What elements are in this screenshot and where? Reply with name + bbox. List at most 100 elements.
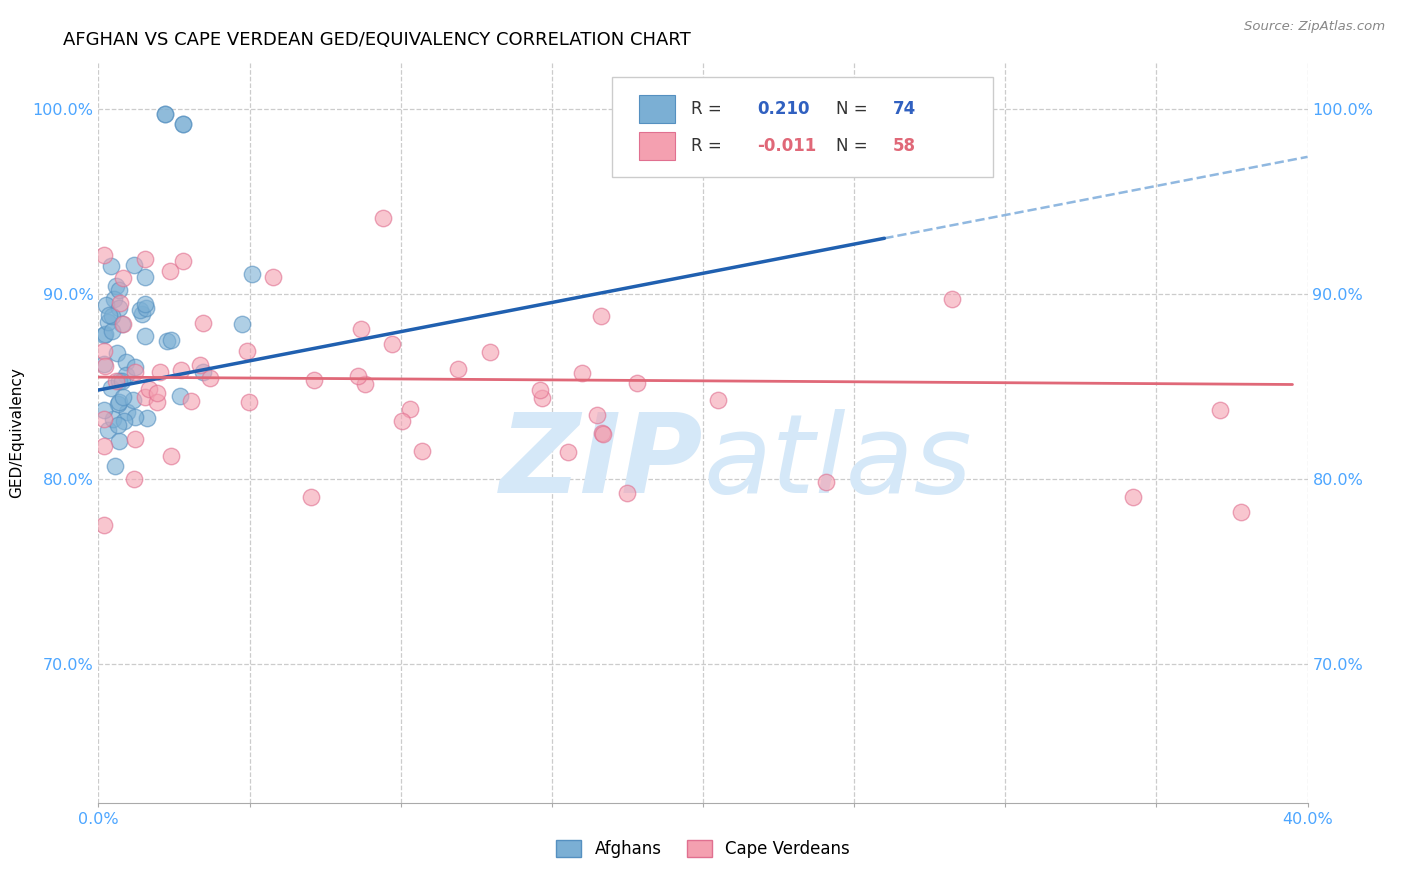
Point — [124, 359, 146, 374]
Point — [108, 434, 131, 448]
Point — [398, 401, 420, 416]
Point — [100, 381, 122, 395]
Point — [117, 405, 139, 419]
Point — [156, 334, 179, 348]
FancyBboxPatch shape — [638, 132, 675, 161]
Point — [94, 326, 117, 341]
Point — [134, 297, 156, 311]
Point — [198, 371, 221, 385]
Text: -0.011: -0.011 — [758, 137, 817, 155]
Legend: Afghans, Cape Verdeans: Afghans, Cape Verdeans — [550, 833, 856, 865]
Point — [706, 392, 728, 407]
Text: atlas: atlas — [703, 409, 972, 516]
Point — [134, 270, 156, 285]
Point — [111, 271, 134, 285]
Text: 0.210: 0.210 — [758, 100, 810, 118]
Point — [172, 254, 194, 268]
Point — [124, 432, 146, 446]
Point — [1230, 505, 1253, 519]
Point — [111, 374, 134, 388]
Point — [149, 365, 172, 379]
Point — [235, 343, 257, 358]
Point — [93, 359, 115, 374]
Point — [93, 327, 115, 342]
Point — [93, 412, 115, 426]
Point — [350, 322, 373, 336]
Point — [353, 376, 375, 391]
Point — [121, 393, 143, 408]
Point — [134, 329, 156, 343]
Point — [191, 316, 214, 330]
Point — [103, 292, 125, 306]
Point — [134, 252, 156, 266]
Point — [191, 365, 214, 379]
Point — [112, 414, 135, 428]
Point — [97, 315, 120, 329]
Point — [94, 298, 117, 312]
Point — [122, 472, 145, 486]
Point — [172, 116, 194, 130]
Point — [138, 382, 160, 396]
Point — [1122, 490, 1144, 504]
Point — [589, 309, 612, 323]
Point — [531, 392, 554, 406]
Point — [93, 518, 115, 533]
Point — [146, 395, 169, 409]
Text: ZIP: ZIP — [499, 409, 703, 516]
Point — [108, 296, 131, 310]
Point — [447, 361, 470, 376]
Point — [571, 366, 593, 380]
Point — [136, 411, 159, 425]
Point — [101, 412, 124, 426]
Point — [299, 490, 322, 504]
Point — [97, 309, 120, 323]
Point — [411, 444, 433, 458]
Point — [188, 358, 211, 372]
Point — [101, 325, 124, 339]
Point — [93, 357, 115, 371]
Point — [107, 418, 129, 433]
Text: Source: ZipAtlas.com: Source: ZipAtlas.com — [1244, 20, 1385, 33]
Point — [814, 475, 837, 489]
Text: N =: N = — [837, 100, 873, 118]
Point — [115, 368, 138, 382]
Text: 74: 74 — [893, 100, 917, 118]
Point — [105, 279, 128, 293]
Point — [101, 309, 124, 323]
Point — [231, 317, 253, 331]
Point — [169, 389, 191, 403]
Text: AFGHAN VS CAPE VERDEAN GED/EQUIVALENCY CORRELATION CHART: AFGHAN VS CAPE VERDEAN GED/EQUIVALENCY C… — [63, 31, 690, 49]
Point — [107, 396, 129, 410]
FancyBboxPatch shape — [613, 78, 993, 178]
Point — [93, 248, 115, 262]
Point — [153, 107, 176, 121]
Point — [100, 259, 122, 273]
Point — [180, 394, 202, 409]
Point — [153, 107, 176, 121]
Point — [941, 293, 963, 307]
Point — [97, 423, 120, 437]
Point — [1208, 402, 1230, 417]
Text: R =: R = — [690, 100, 727, 118]
Point — [108, 301, 131, 316]
Point — [93, 403, 115, 417]
Point — [111, 317, 134, 331]
Point — [557, 445, 579, 459]
Point — [371, 211, 394, 225]
Point — [104, 374, 127, 388]
Point — [478, 345, 501, 359]
Point — [347, 369, 370, 384]
Point — [111, 317, 134, 331]
Point — [112, 390, 135, 404]
Point — [238, 394, 260, 409]
Point — [104, 459, 127, 474]
Point — [129, 302, 152, 317]
Point — [122, 258, 145, 272]
Point — [124, 409, 146, 424]
FancyBboxPatch shape — [638, 95, 675, 123]
Point — [160, 449, 183, 463]
Y-axis label: GED/Equivalency: GED/Equivalency — [10, 368, 24, 498]
Point — [380, 336, 402, 351]
Point — [131, 306, 153, 320]
Point — [124, 365, 146, 379]
